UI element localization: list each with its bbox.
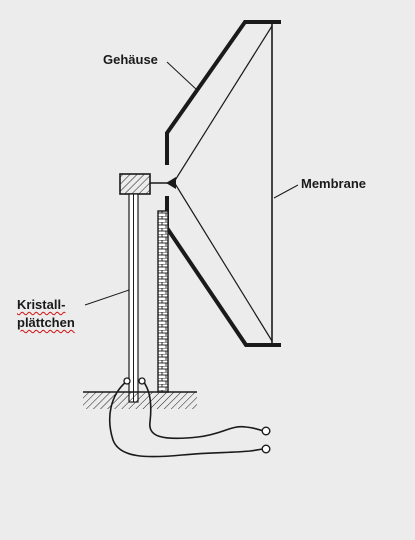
leader-membrane (273, 184, 299, 199)
ground-base (83, 391, 197, 409)
label-membrane: Membrane (301, 176, 367, 191)
label-crystal-line1: Kristall- (17, 297, 66, 312)
housing-upper-edge (165, 20, 281, 165)
coupling-tip (166, 177, 176, 189)
leader-lines (84, 61, 299, 306)
terminal-upper (261, 426, 271, 436)
support-column (157, 210, 169, 393)
label-crystal-line2: plättchen (17, 315, 75, 330)
solder-point (138, 377, 146, 385)
membrane-cone (173, 25, 273, 342)
leader-housing (166, 61, 198, 91)
lead-wire-upper (142, 380, 264, 440)
housing-lower-edge (165, 196, 281, 347)
terminal-lower (261, 444, 271, 454)
lead-wire-lower (108, 380, 264, 458)
housing (165, 20, 281, 347)
leader-crystal (84, 289, 130, 306)
clamp-block (119, 173, 151, 195)
label-housing: Gehäuse (103, 52, 158, 67)
solder-point (123, 377, 131, 385)
lead-wires (108, 380, 264, 458)
